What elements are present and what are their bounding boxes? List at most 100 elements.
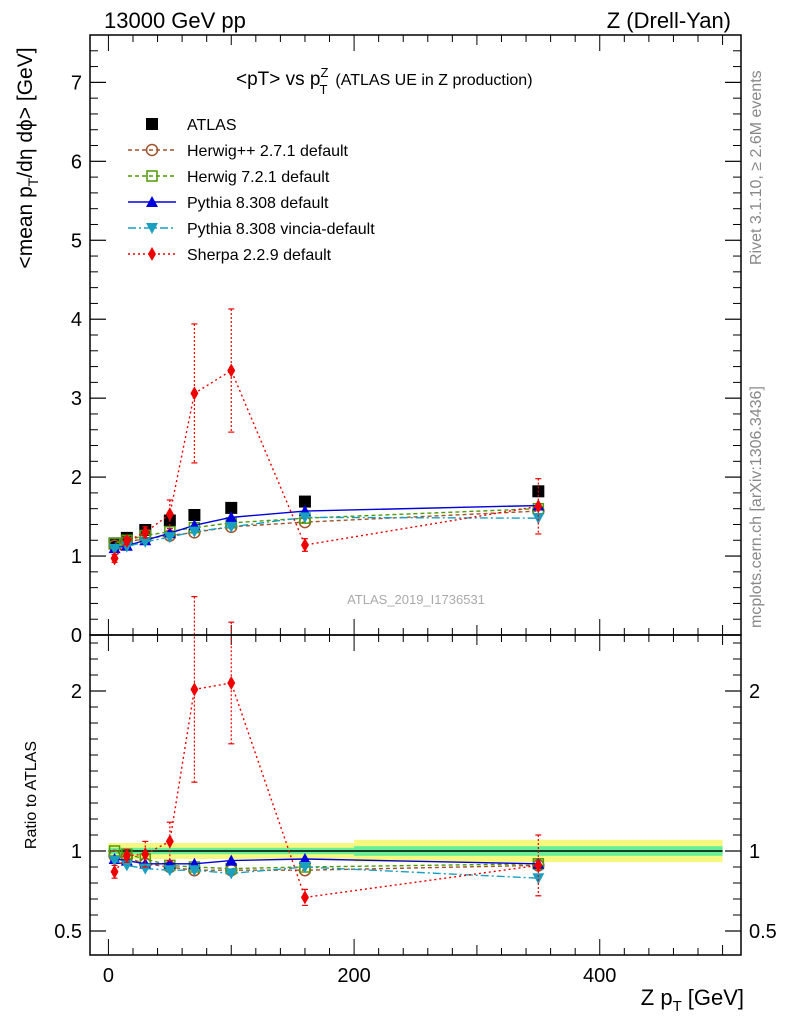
- y-tick-label-right: 2: [749, 681, 760, 703]
- ratio-point: [227, 676, 236, 690]
- header-left: 13000 GeV pp: [104, 8, 246, 33]
- ratio-point: [165, 834, 174, 849]
- ratio-point: [300, 890, 309, 905]
- y-tick-label: 3: [71, 388, 82, 410]
- main-series-5: [110, 308, 543, 566]
- main-point: [534, 499, 543, 514]
- rivet-text: Rivet 3.1.10, ≥ 2.6M events: [748, 70, 765, 265]
- legend-entry-4: Pythia 8.308 vincia-default: [128, 221, 375, 238]
- main-series-line-4: [114, 516, 539, 550]
- main-point: [225, 511, 238, 523]
- main-point: [225, 501, 238, 514]
- y-tick-label: 2: [71, 467, 82, 489]
- main-point: [165, 507, 174, 522]
- main-point: [227, 363, 236, 378]
- main-point: [108, 543, 121, 555]
- main-series-group: [108, 308, 545, 566]
- title-superscript: Z: [321, 65, 329, 80]
- mcplots-text: mcplots.cern.ch [arXiv:1306.3436]: [748, 386, 765, 628]
- ratio-point: [225, 868, 238, 880]
- ratio-point: [139, 863, 152, 875]
- ratio-point: [298, 862, 311, 873]
- ratio-point: [534, 858, 543, 873]
- legend-marker: [145, 143, 159, 157]
- ratio-point: [120, 860, 133, 872]
- y-tick-label-right: 1: [749, 841, 760, 863]
- x-tick-label: 200: [337, 965, 370, 987]
- y-tick-label: 4: [71, 309, 82, 331]
- ratio-series-4: [110, 595, 543, 907]
- main-point: [532, 513, 545, 525]
- legend-marker: [148, 247, 156, 261]
- legend-marker: [146, 170, 158, 182]
- main-point: [188, 509, 201, 521]
- main-series-line-3: [114, 504, 539, 549]
- ratio-point: [225, 854, 238, 866]
- y-tick-label: 0: [71, 625, 82, 647]
- legend-marker: [146, 118, 158, 130]
- y-tick-label: 5: [71, 230, 82, 252]
- main-title: <pT> vs pZ T (ATLAS UE in Z production): [236, 65, 533, 97]
- ratio-point: [190, 682, 199, 697]
- ratio-point: [188, 865, 201, 877]
- legend-label: Pythia 8.308 vincia-default: [187, 221, 375, 238]
- y-tick-label: 1: [71, 546, 82, 568]
- axes-frames: [89, 34, 742, 956]
- main-point: [300, 538, 309, 552]
- ratio-point: [108, 855, 121, 867]
- ratio-point: [298, 853, 311, 864]
- main-point: [225, 521, 238, 533]
- analysis-watermark: ATLAS_2019_I1736531: [347, 592, 485, 607]
- main-point: [298, 495, 311, 508]
- y-tick-label: 6: [71, 151, 82, 173]
- ratio-frame: [89, 634, 742, 956]
- legend-marker: [146, 223, 158, 234]
- legend-entry-5: Sherpa 2.2.9 default: [128, 247, 332, 264]
- legend-label: Sherpa 2.2.9 default: [187, 247, 332, 264]
- title-subscript: T: [319, 82, 327, 97]
- main-point: [139, 536, 152, 548]
- title-extra: (ATLAS UE in Z production): [335, 72, 532, 89]
- legend-label: Pythia 8.308 default: [187, 195, 329, 212]
- legend-label: ATLAS: [187, 117, 237, 134]
- legend-marker: [146, 196, 158, 207]
- main-series-line-2: [114, 507, 539, 545]
- ratio-point: [122, 848, 131, 863]
- ratio-series-line-3: [114, 859, 539, 879]
- ratio-uncertainty-band: [108, 839, 723, 863]
- ratio-series-line-4: [114, 682, 539, 899]
- legend-label: Herwig 7.2.1 default: [187, 169, 330, 186]
- x-axis-label: Z pT [GeV]: [641, 985, 744, 1015]
- y-tick-label-right: 0.5: [749, 921, 777, 943]
- ratio-point: [141, 847, 150, 862]
- y-tick-label: 0.5: [54, 921, 82, 943]
- legend-label: Herwig++ 2.7.1 default: [187, 143, 349, 160]
- y-tick-label: 2: [71, 681, 82, 703]
- ratio-series-3: [108, 855, 545, 885]
- header-right: Z (Drell-Yan): [607, 8, 731, 33]
- title-main: <pT> vs p: [236, 69, 321, 90]
- x-tick-label: 0: [103, 965, 114, 987]
- main-ylabel: <mean pT/dη dϕ> [GeV]: [14, 47, 41, 268]
- main-point: [190, 386, 199, 401]
- ratio-series-group: [108, 595, 545, 907]
- main-point: [298, 512, 311, 524]
- main-point: [110, 551, 119, 566]
- ratio-point: [532, 873, 545, 885]
- main-point: [163, 532, 176, 544]
- legend: ATLAS Herwig++ 2.7.1 default Herwig 7.2.1 …: [128, 117, 375, 264]
- legend-entry-2: Herwig 7.2.1 default: [128, 169, 330, 186]
- legend-entry-3: Pythia 8.308 default: [128, 195, 329, 212]
- main-point: [141, 525, 150, 540]
- ratio-point: [110, 864, 119, 879]
- main-point: [122, 534, 131, 549]
- ratio-ylabel: Ratio to ATLAS: [23, 741, 40, 849]
- x-tick-label: 400: [583, 965, 616, 987]
- legend-entry-1: Herwig++ 2.7.1 default: [128, 143, 349, 160]
- axes-ticks: 0 1 2 3 4 5 6 7 0.5 0.5 1 1 2 2 0 200 400: [54, 35, 777, 987]
- ratio-point: [163, 865, 176, 877]
- legend-entry-0: ATLAS: [146, 117, 237, 134]
- y-tick-label: 7: [71, 72, 82, 94]
- main-series-line-5: [113, 369, 539, 559]
